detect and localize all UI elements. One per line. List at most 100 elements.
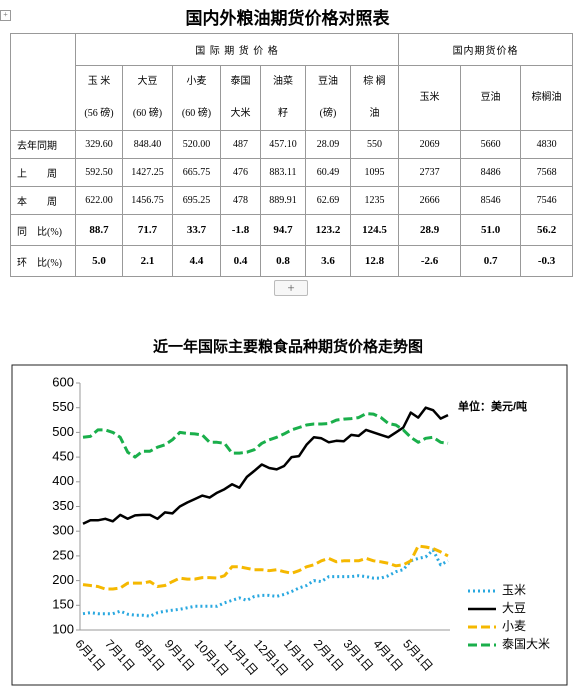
y-tick-label: 500 xyxy=(52,424,74,439)
x-tick-label: 4月1日 xyxy=(370,637,405,674)
legend-label: 玉米 xyxy=(502,583,526,597)
column-header-line: (56 磅) xyxy=(84,108,114,119)
y-tick-label: 400 xyxy=(52,473,74,488)
move-handle[interactable]: + xyxy=(0,10,11,21)
table-cell: -2.6 xyxy=(398,245,462,277)
table-cell: 487 xyxy=(220,130,261,159)
column-header: 小麦 (60 磅) xyxy=(172,65,221,131)
table-cell: 1456.75 xyxy=(122,186,173,215)
table-cell: 0.7 xyxy=(460,245,522,277)
table-cell: 5660 xyxy=(460,130,522,159)
table-row: 环 比(%) 5.0 2.1 4.4 0.4 0.8 3.6 12.8 -2.6 0.7 -0.3 xyxy=(10,245,574,277)
table-cell: 8486 xyxy=(460,158,522,187)
line-series xyxy=(82,548,449,618)
column-header: 豆油 xyxy=(460,65,522,131)
table-cell: 4.4 xyxy=(172,245,221,277)
column-header: 玉 米 (56 磅) xyxy=(75,65,123,131)
column-header-line: 棕 榈 xyxy=(363,76,386,87)
column-header-line: (磅) xyxy=(319,108,337,119)
legend-label: 泰国大米 xyxy=(502,637,550,651)
document-title: 国内外粮油期货价格对照表 xyxy=(185,9,390,28)
x-tick-label: 9月1日 xyxy=(162,637,197,674)
table-row: 去年同期 329.60 848.40 520.00 487 457.10 28.09 550 2… xyxy=(10,130,574,159)
table-cell: 592.50 xyxy=(75,158,123,187)
chart-frame xyxy=(11,364,568,686)
table-cell: 56.2 xyxy=(520,214,574,246)
y-tick-label: 150 xyxy=(52,597,74,612)
table-cell: 7568 xyxy=(520,158,574,187)
legend-label: 大豆 xyxy=(502,601,526,615)
column-header-line: 豆油 xyxy=(318,76,338,87)
y-tick-label: 350 xyxy=(52,498,74,513)
table-cell: 3.6 xyxy=(305,245,351,277)
price-table: 国 际 期 货 价 格国内期货价格玉 米 (56 磅) 大豆 (60 磅) 小麦 (60 … xyxy=(10,33,574,277)
column-header: 大豆 (60 磅) xyxy=(122,65,173,131)
line-series xyxy=(82,544,449,591)
table-cell: 329.60 xyxy=(75,130,123,159)
legend-label: 小麦 xyxy=(502,619,526,633)
group-header: 国内期货价格 xyxy=(398,33,574,66)
table-cell: 476 xyxy=(220,158,261,187)
table-cell: 33.7 xyxy=(172,214,221,246)
table-cell: 2069 xyxy=(398,130,462,159)
column-header-line: 小麦 xyxy=(186,76,207,87)
table-cell: 12.8 xyxy=(349,245,400,277)
table-cell: 883.11 xyxy=(260,158,306,187)
row-label: 去年同期 xyxy=(10,130,76,159)
row-label: 环 比(%) xyxy=(10,245,76,277)
column-header-line: 籽 xyxy=(278,108,288,119)
table-cell: 1235 xyxy=(349,186,400,215)
line-series xyxy=(82,412,449,459)
column-header-line: (60 磅) xyxy=(181,108,212,119)
chart: 近一年国际主要粮食品种期货价格走势图 单位：美元/吨 100 150 200 250 3… xyxy=(11,337,568,686)
table-cell: 695.25 xyxy=(172,186,221,215)
table-cell: 0.8 xyxy=(260,245,306,277)
chart-title: 近一年国际主要粮食品种期货价格走势图 xyxy=(153,337,423,355)
table-cell: 2.1 xyxy=(122,245,173,277)
table-cell: 7546 xyxy=(520,186,574,215)
table-cell: 88.7 xyxy=(75,214,123,246)
y-tick-label: 300 xyxy=(52,523,74,538)
y-tick-label: 600 xyxy=(52,374,74,389)
column-header: 玉米 xyxy=(398,65,462,131)
table-cell: 665.75 xyxy=(172,158,221,187)
y-tick-label: 450 xyxy=(52,449,74,464)
table-cell: 124.5 xyxy=(349,214,400,246)
table-cell: 5.0 xyxy=(75,245,123,277)
column-header-line: 玉米 xyxy=(419,92,440,103)
column-header-line: 棕榈油 xyxy=(531,92,562,103)
table-row: 上 周 592.50 1427.25 665.75 476 883.11 60.49 1095… xyxy=(10,158,574,187)
table-cell: 520.00 xyxy=(172,130,221,159)
column-header: 棕 榈油 xyxy=(349,65,400,131)
table-cell: 28.09 xyxy=(305,130,351,159)
table-cell: 2737 xyxy=(398,158,462,187)
table-cell: 4830 xyxy=(520,130,574,159)
column-header-line: 玉 米 xyxy=(87,76,111,87)
table-cell: 622.00 xyxy=(75,186,123,215)
add-row-button[interactable]: + xyxy=(274,280,308,296)
table-cell: 28.9 xyxy=(398,214,462,246)
table-cell: 550 xyxy=(349,130,400,159)
table-cell: 0.4 xyxy=(220,245,261,277)
column-header-line: 豆油 xyxy=(480,92,501,103)
x-tick-label: 3月1日 xyxy=(341,637,376,674)
column-header: 豆油 (磅) xyxy=(305,65,351,131)
x-tick-label: 7月1日 xyxy=(102,637,137,674)
row-label: 上 周 xyxy=(10,158,76,187)
table-cell: 457.10 xyxy=(260,130,306,159)
column-header-line: (60 磅) xyxy=(132,108,163,119)
column-header-line: 大豆 xyxy=(137,76,158,87)
table-cell: 1095 xyxy=(349,158,400,187)
group-header: 国 际 期 货 价 格 xyxy=(74,33,400,66)
column-header-line: 油 xyxy=(369,108,380,119)
row-label: 本 周 xyxy=(10,186,76,215)
table-cell: 71.7 xyxy=(122,214,173,246)
table-cell: 2666 xyxy=(398,186,462,215)
x-tick-label: 2月1日 xyxy=(311,637,346,674)
column-header-line: 油菜 xyxy=(273,76,293,87)
x-tick-label: 8月1日 xyxy=(132,637,167,674)
table-cell: 51.0 xyxy=(460,214,522,246)
table-row: 本 周 622.00 1456.75 695.25 478 889.91 62.69 1235… xyxy=(10,186,574,215)
column-header: 棕榈油 xyxy=(520,65,574,131)
table-cell: 62.69 xyxy=(305,186,351,215)
